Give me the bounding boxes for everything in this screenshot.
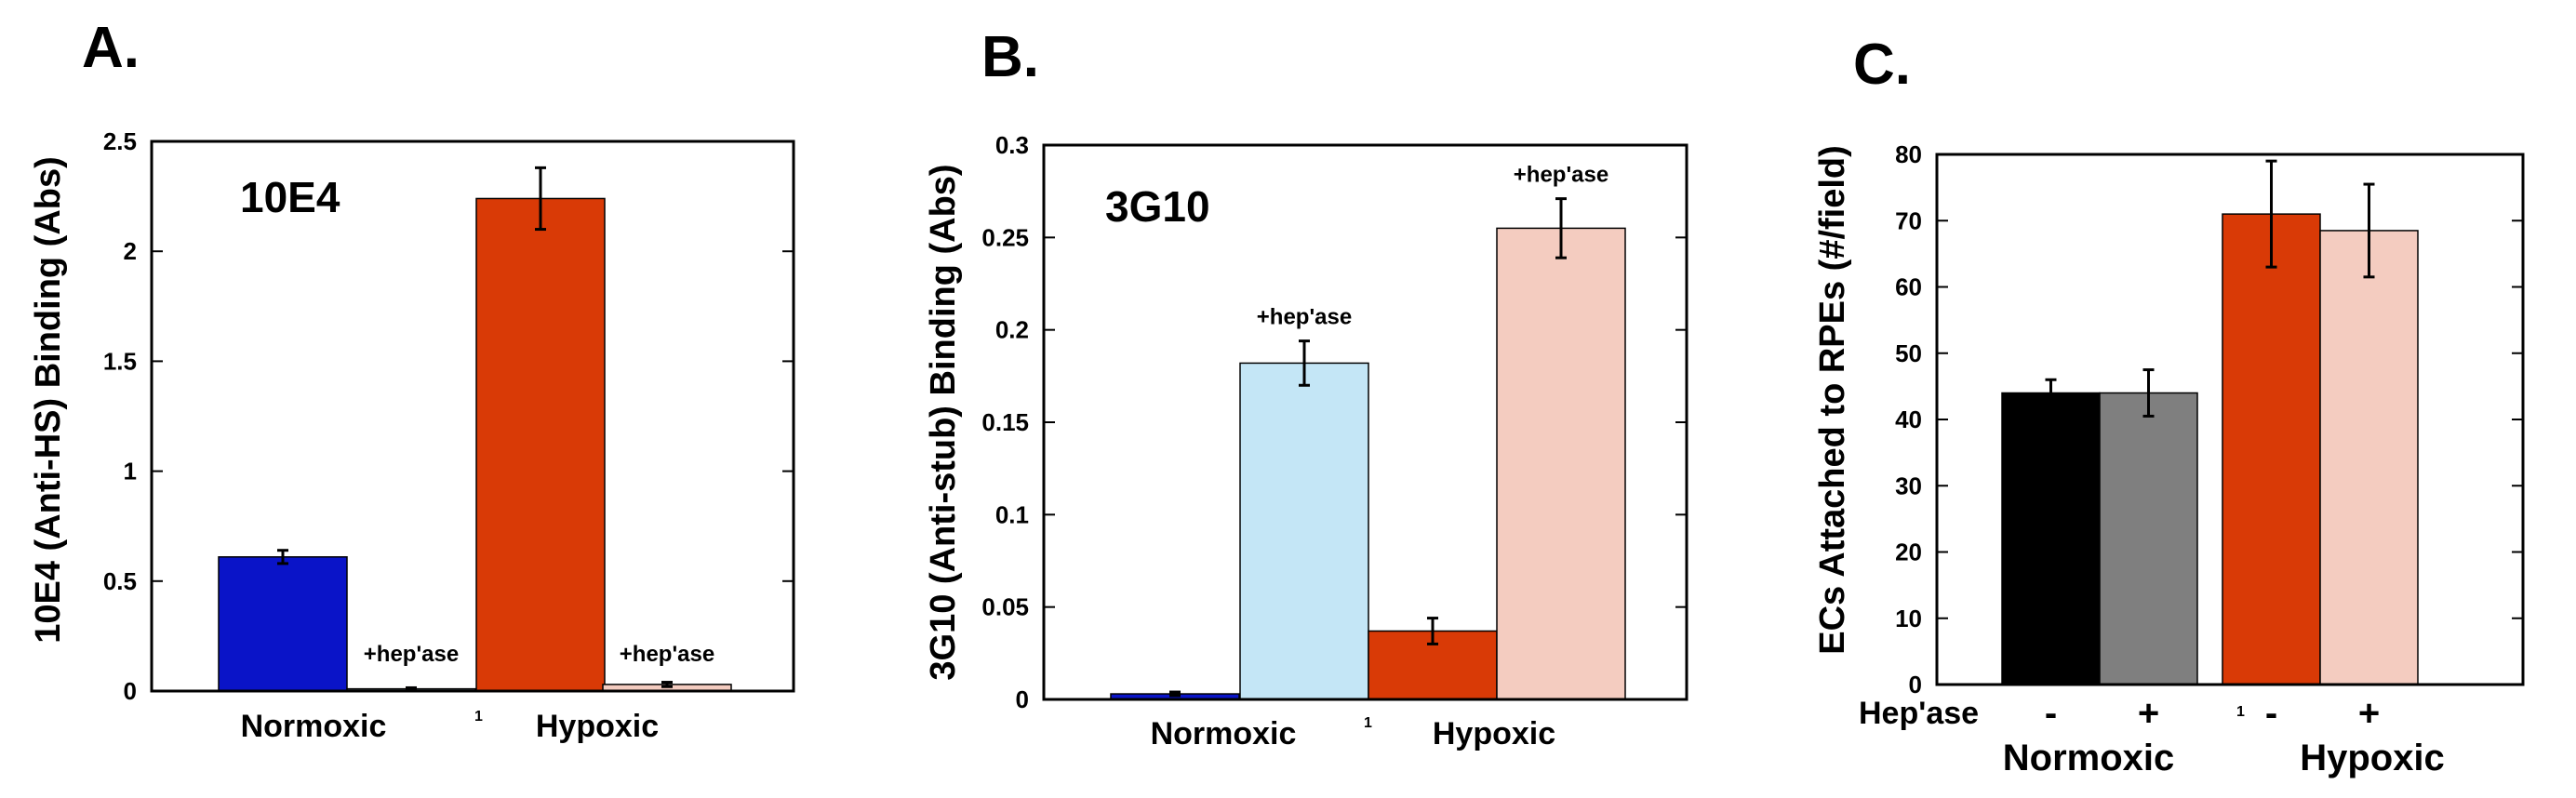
panel-c-ytick-label: 70: [1895, 206, 1922, 234]
panel-a-stray-tick-label: 1: [474, 709, 483, 725]
panel-a-ytick-label: 2: [124, 237, 137, 265]
panel-c-letter: C.: [1853, 33, 1911, 97]
panel-c-bar: [2222, 213, 2321, 685]
panel-a-ytick-label: 2.5: [103, 127, 137, 155]
panel-c-ytick-label: 80: [1895, 140, 1922, 168]
panel-b-ytick-label: 0: [1016, 685, 1029, 713]
panel-b-bar: [1239, 362, 1369, 700]
panel-b-ytick-label: 0.1: [995, 500, 1029, 528]
panel-b-bar: [1496, 227, 1626, 700]
panel-a-ytick-label: 0: [124, 677, 137, 705]
panel-c-treatment-sign: +: [2358, 693, 2380, 734]
panel-a-bar-annotation: +hep'ase: [364, 642, 459, 667]
panel-a-inner-label: 10E4: [240, 173, 340, 221]
panel-c-y-axis-label: ECs Attached to RPEs (#/field): [1813, 145, 1852, 655]
panel-b-letter: B.: [981, 25, 1039, 89]
panel-c-ytick-label: 40: [1895, 406, 1922, 433]
panel-b: B. 3G10 3G10 (Anti-stub) Binding (Abs) +…: [924, 25, 1688, 751]
panel-b-ytick-label: 0.05: [981, 593, 1029, 621]
panel-a-ytick-label: 1: [124, 458, 137, 485]
panel-a-bar: [218, 556, 348, 692]
panel-c-group-normoxic: Normoxic: [2003, 738, 2175, 778]
panel-a-ytick-label: 0.5: [103, 567, 137, 595]
panel-b-category-normoxic: Normoxic: [1151, 716, 1297, 751]
panel-c-ytick-label: 30: [1895, 472, 1922, 499]
panel-c-plot-frame: [1935, 153, 2525, 686]
panel-c-treatment-sign: +: [2138, 693, 2159, 734]
panel-c: C. ECs Attached to RPEs (#/field) 0 10 20 3…: [1813, 33, 2525, 778]
panel-c-ytick-label: 50: [1895, 339, 1922, 367]
panel-c-group-hypoxic: Hypoxic: [2300, 738, 2445, 778]
panel-b-bar-annotation: +hep'ase: [1257, 305, 1352, 330]
panel-c-ytick-label: 10: [1895, 605, 1922, 632]
panel-b-plot-frame: [1042, 143, 1688, 701]
panel-c-bar: [2319, 230, 2419, 685]
panel-c-ytick-label: 60: [1895, 273, 1922, 301]
panel-b-ytick-label: 0.2: [995, 316, 1029, 344]
panel-c-treatment-sign: -: [2265, 693, 2277, 734]
panel-c-treatment-sign: -: [2045, 693, 2057, 734]
panel-b-stray-tick-label: 1: [1364, 715, 1372, 731]
panel-b-bar-annotation: +hep'ase: [1514, 163, 1608, 188]
panel-a-letter: A.: [82, 16, 140, 80]
panel-a-ytick-label: 1.5: [103, 347, 137, 375]
panel-a-category-normoxic: Normoxic: [241, 709, 387, 744]
panel-b-y-axis-label: 3G10 (Anti-stub) Binding (Abs): [924, 164, 963, 680]
panel-c-stray-tick-label: 1: [2236, 704, 2245, 720]
panel-a-bar: [475, 197, 606, 692]
panel-b-ytick-label: 0.25: [981, 223, 1029, 251]
panel-c-ytick-label: 20: [1895, 539, 1922, 566]
panel-b-ytick-label: 0.15: [981, 408, 1029, 436]
panel-c-bar: [2001, 392, 2101, 685]
panel-b-inner-label: 3G10: [1105, 182, 1210, 231]
panel-a-y-axis-label: 10E4 (Anti-HS) Binding (Abs): [29, 156, 68, 644]
panel-b-ytick-label: 0.3: [995, 131, 1029, 159]
panel-c-bar: [2099, 392, 2198, 685]
panel-a: A. 10E4 10E4 (Anti-HS) Binding (Abs) +he…: [29, 16, 795, 744]
panel-a-plot-frame: [150, 140, 795, 693]
panel-a-bar-annotation: +hep'ase: [620, 642, 714, 667]
panel-a-category-hypoxic: Hypoxic: [536, 709, 659, 744]
panel-c-ytick-label: 0: [1909, 671, 1922, 698]
panel-c-hepase-row-label: Hep'ase: [1859, 696, 1979, 731]
panel-b-category-hypoxic: Hypoxic: [1433, 716, 1555, 751]
